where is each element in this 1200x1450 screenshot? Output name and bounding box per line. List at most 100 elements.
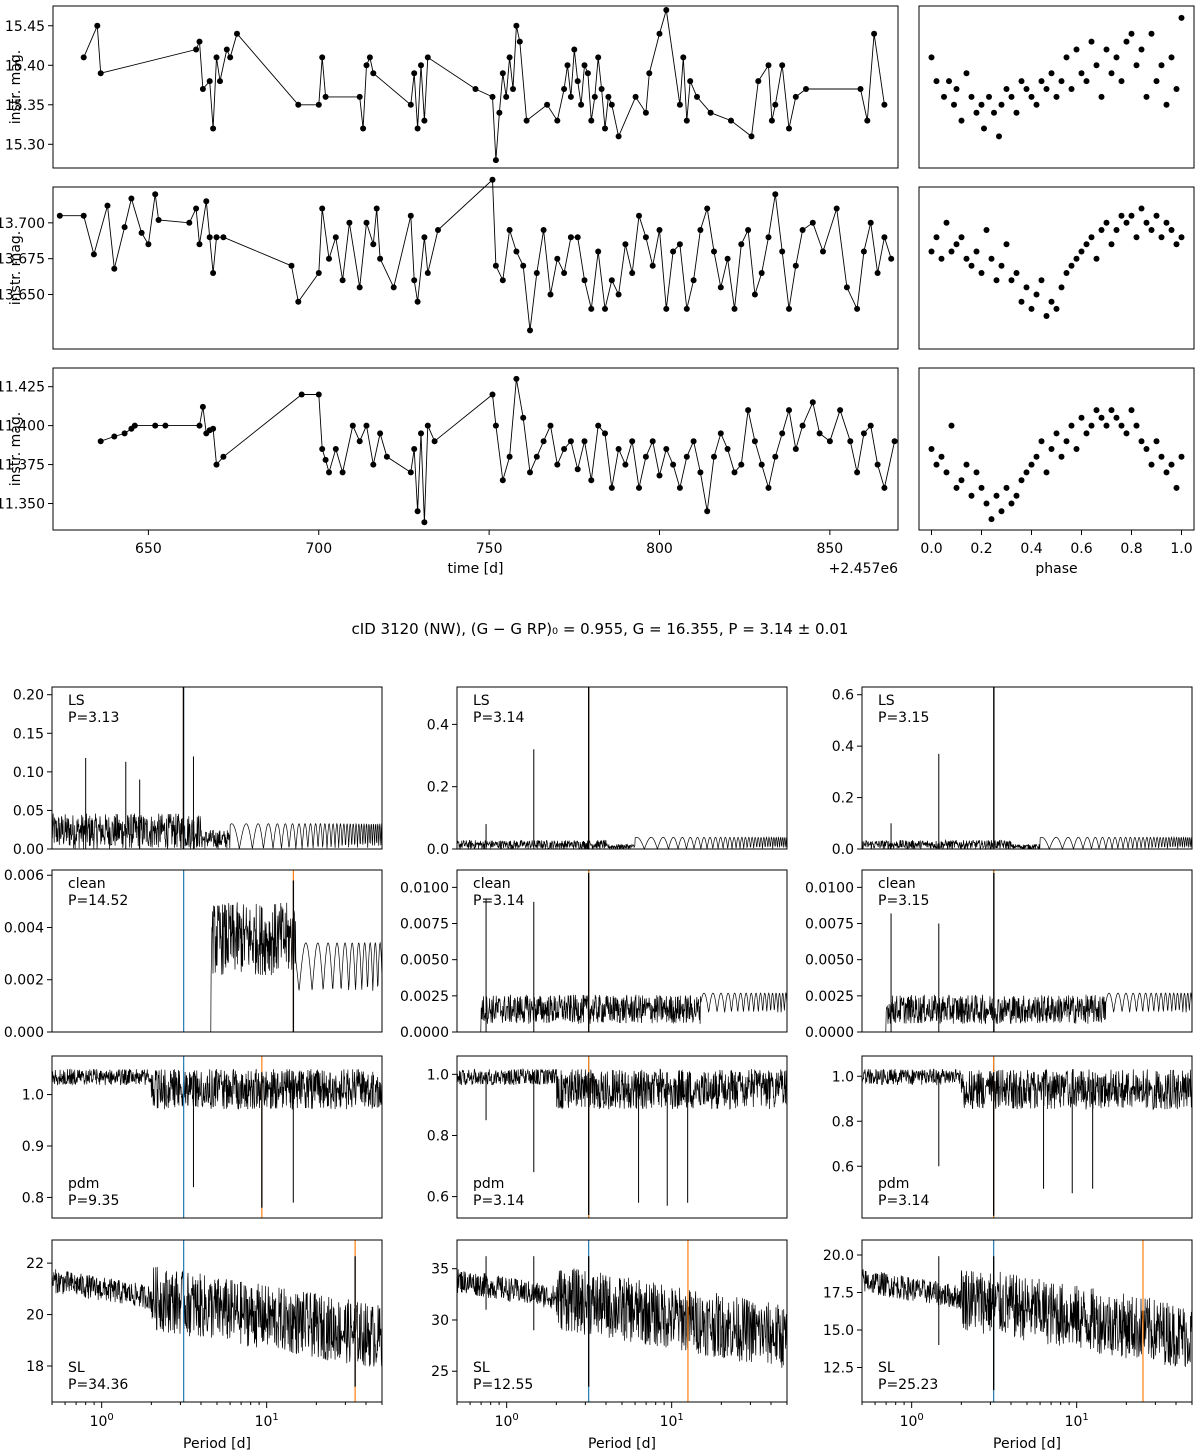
data-point [888,255,895,262]
x-tick-label: 800 [646,541,673,557]
data-point [683,305,690,312]
data-point [1033,453,1040,460]
suptitle: cID 3120 (NW), (G − G RP)₀ = 0.955, G = … [352,620,849,638]
method-label: LS [473,693,490,709]
period-label: P=14.52 [68,893,128,909]
data-point [707,109,714,116]
data-point [768,117,775,124]
data-point [881,484,888,491]
data-point [1098,93,1105,100]
data-point [1018,298,1025,305]
data-point [1043,86,1050,92]
data-point [765,62,772,69]
y-tick-label: 35 [431,1262,449,1278]
data-point [370,461,377,468]
data-point [938,453,945,460]
data-point [1018,78,1025,85]
x-tick-label: 0.4 [1020,541,1042,557]
data-point [728,117,734,124]
data-point [779,62,786,69]
data-point [786,305,792,312]
data-point [489,391,496,398]
data-point [867,422,874,429]
data-point [424,422,431,429]
data-point [1043,313,1050,319]
x-offset-label: +2.457e6 [829,561,898,577]
data-point [958,117,965,124]
data-point [1088,422,1095,429]
data-point [983,500,990,507]
y-axis-label: instr. mag. [8,231,24,305]
data-point [1048,70,1055,77]
data-point [1163,469,1170,476]
data-point [492,422,499,429]
method-label: SL [878,1360,895,1376]
data-point [111,265,118,272]
data-point [407,101,414,108]
data-point [574,234,581,241]
y-tick-label: 15.30 [5,137,45,153]
data-point [513,248,520,255]
data-point [615,291,622,298]
data-point [629,270,636,276]
period-label: P=12.55 [473,1377,533,1393]
data-point [210,125,217,132]
x-axis-label: Period [d] [588,1436,656,1450]
data-point [871,30,878,37]
data-point [581,438,588,445]
y-tick-label: 1.0 [832,1069,854,1085]
data-point [1043,469,1050,476]
data-point [1168,227,1175,233]
data-point [881,234,888,241]
data-point [1138,205,1145,212]
data-point [656,30,663,37]
data-point [104,202,111,209]
data-point [933,78,940,85]
data-point [411,446,418,452]
data-point [1128,407,1135,414]
data-point [319,446,326,452]
data-point [717,430,724,437]
data-point [724,255,731,262]
data-point [632,93,639,100]
periodogram-LS-3: 0.0 0.2 0.4 0.6 LSP=3.15 [832,686,1193,858]
data-point [724,446,731,452]
axes-frame [456,686,788,850]
data-point [121,224,128,231]
data-point [193,46,200,53]
data-point [799,227,806,233]
data-point [567,438,574,445]
data-point [1058,78,1065,85]
x-tick-exponent: 0 [512,1412,518,1423]
data-point [786,407,792,414]
data-point [1173,241,1180,248]
data-point [928,54,935,61]
data-point [366,54,373,61]
data-point [80,54,87,61]
data-point [360,125,367,132]
data-point [370,70,377,77]
data-point [210,425,217,432]
data-point [978,101,985,108]
y-tick-label: 0.0000 [805,1025,854,1041]
method-label: pdm [473,1176,504,1192]
period-label: P=3.14 [878,1193,929,1209]
method-label: SL [68,1360,85,1376]
data-point [676,241,683,248]
y-tick-label: 0.8 [427,1128,449,1144]
data-point [697,227,704,233]
data-point [1163,219,1170,226]
method-label: LS [68,693,85,709]
data-point [765,484,772,491]
data-point [1118,422,1125,429]
x-tick-exponent: 1 [272,1412,278,1423]
y-tick-label: 0.6 [832,1159,854,1175]
data-point [670,248,677,255]
data-point [1123,219,1130,226]
y-tick-label: 0.0100 [400,880,449,896]
data-point [510,86,516,92]
y-tick-label: 0.2 [427,780,449,796]
data-point [295,298,302,305]
